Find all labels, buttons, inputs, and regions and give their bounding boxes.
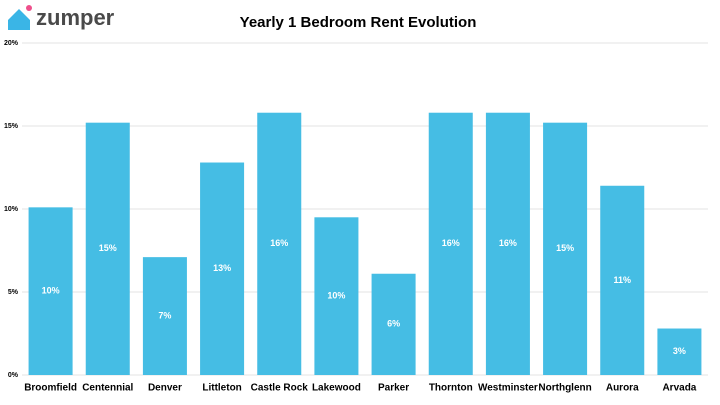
logo-house (8, 9, 30, 30)
x-tick-label: Aurora (606, 383, 639, 394)
x-tick-label: Littleton (202, 383, 241, 394)
bar (657, 328, 702, 375)
x-tick-label: Centennial (82, 383, 133, 394)
x-tick-label: Broomfield (24, 383, 77, 394)
value-label: 10% (42, 286, 60, 296)
value-label: 10% (327, 291, 345, 301)
bar (543, 122, 588, 376)
value-label: 7% (158, 310, 171, 320)
logo-text: zumper (36, 5, 115, 30)
bar (371, 273, 416, 375)
value-label: 11% (613, 275, 631, 285)
y-tick-label: 10% (4, 206, 19, 213)
x-tick-label: Thornton (429, 383, 473, 394)
y-tick-label: 20% (4, 40, 19, 47)
bar (257, 112, 302, 375)
logo-heart (26, 5, 32, 11)
bar (600, 185, 645, 375)
x-tick-label: Parker (378, 383, 409, 394)
y-tick-label: 0% (8, 372, 19, 379)
chart-title: Yearly 1 Bedroom Rent Evolution (240, 14, 477, 31)
y-tick-label: 5% (8, 289, 19, 296)
y-tick-label: 15% (4, 123, 19, 130)
value-label: 6% (387, 319, 400, 329)
bar (485, 112, 530, 375)
value-label: 3% (673, 346, 686, 356)
x-tick-label: Arvada (662, 383, 696, 394)
value-label: 16% (442, 238, 460, 248)
x-tick-label: Castle Rock (251, 383, 309, 394)
x-tick-label: Westminster (478, 383, 538, 394)
bar (314, 217, 359, 375)
bar (28, 207, 73, 375)
value-label: 16% (270, 238, 288, 248)
bar (85, 122, 130, 376)
x-tick-label: Northglenn (538, 383, 591, 394)
bar (428, 112, 473, 375)
logo: zumper (8, 5, 115, 30)
bar (200, 162, 245, 375)
value-label: 13% (213, 263, 231, 273)
x-tick-label: Denver (148, 383, 182, 394)
value-label: 16% (499, 238, 517, 248)
value-label: 15% (556, 243, 574, 253)
bar (142, 257, 187, 375)
x-tick-label: Lakewood (312, 383, 361, 394)
value-label: 15% (99, 243, 117, 253)
